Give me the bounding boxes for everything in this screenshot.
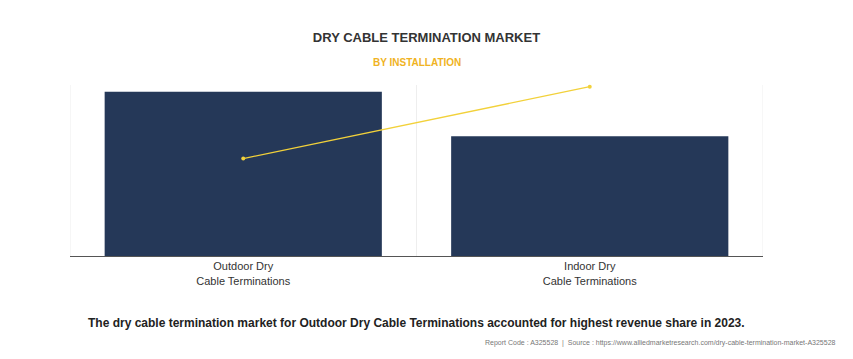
svg-text:DRY CABLE TERMINATION MARKET: DRY CABLE TERMINATION MARKET: [313, 30, 540, 45]
svg-text:BY INSTALLATION: BY INSTALLATION: [373, 57, 461, 68]
svg-text:The dry cable termination mark: The dry cable termination market for Out…: [88, 316, 745, 330]
svg-text:Outdoor DryCable Terminations: Outdoor DryCable Terminations: [196, 260, 290, 286]
svg-text:Indoor DryCable Terminations: Indoor DryCable Terminations: [543, 260, 637, 286]
svg-text:Report Code : A325528 | Sour: Report Code : A325528 | Source : https:/…: [485, 339, 836, 347]
